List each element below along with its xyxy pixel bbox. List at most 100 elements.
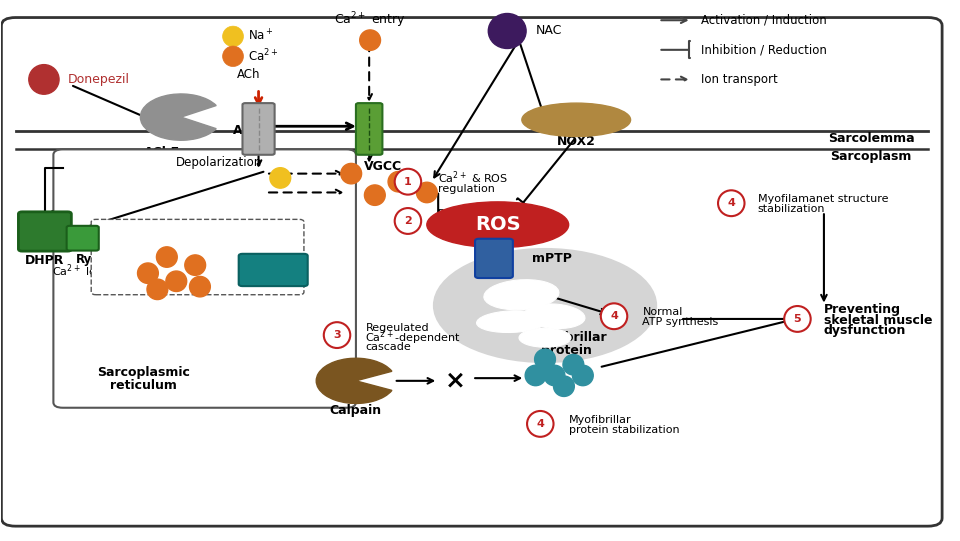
- Text: Myofilamanet structure: Myofilamanet structure: [757, 194, 888, 204]
- Text: crosstalk: crosstalk: [438, 228, 488, 239]
- Ellipse shape: [524, 304, 585, 328]
- FancyBboxPatch shape: [18, 212, 71, 251]
- Ellipse shape: [365, 185, 385, 206]
- Text: 4: 4: [728, 198, 735, 208]
- Ellipse shape: [601, 304, 627, 329]
- Text: ×: ×: [444, 369, 466, 393]
- Text: Donepezil: Donepezil: [67, 73, 130, 86]
- Text: AChR: AChR: [233, 124, 271, 137]
- Text: Ca$^{2+}$ clearance ↑: Ca$^{2+}$ clearance ↑: [108, 226, 207, 242]
- Wedge shape: [316, 358, 392, 404]
- Text: 5: 5: [794, 314, 802, 324]
- Ellipse shape: [563, 354, 584, 375]
- Ellipse shape: [223, 46, 244, 67]
- Wedge shape: [140, 94, 216, 140]
- Ellipse shape: [718, 190, 745, 216]
- Text: reticulum: reticulum: [109, 379, 177, 392]
- FancyBboxPatch shape: [356, 103, 382, 155]
- Ellipse shape: [527, 411, 554, 437]
- FancyBboxPatch shape: [243, 103, 275, 155]
- Text: Sarcoplasmic: Sarcoplasmic: [97, 366, 190, 379]
- Ellipse shape: [476, 311, 547, 333]
- Text: Ca$^{2+}$ & ROS: Ca$^{2+}$ & ROS: [438, 170, 509, 186]
- FancyBboxPatch shape: [239, 254, 308, 286]
- Ellipse shape: [185, 255, 205, 275]
- Ellipse shape: [489, 14, 526, 49]
- FancyBboxPatch shape: [475, 239, 513, 278]
- Text: regulation: regulation: [438, 184, 495, 194]
- Ellipse shape: [137, 263, 158, 283]
- Ellipse shape: [427, 202, 568, 248]
- Text: Inhibition / Reduction: Inhibition / Reduction: [701, 43, 827, 56]
- Ellipse shape: [166, 271, 186, 292]
- Text: Myofibrillar: Myofibrillar: [568, 415, 632, 425]
- Text: 2: 2: [404, 216, 412, 226]
- Text: skeletal muscle: skeletal muscle: [824, 314, 932, 327]
- Ellipse shape: [324, 322, 350, 348]
- Text: 4: 4: [611, 311, 618, 321]
- Text: ROS: ROS: [475, 215, 520, 234]
- Ellipse shape: [417, 182, 437, 203]
- Ellipse shape: [360, 30, 380, 50]
- Ellipse shape: [395, 208, 421, 234]
- Text: Sarcoplasm: Sarcoplasm: [830, 150, 912, 163]
- Ellipse shape: [29, 64, 60, 94]
- Text: cascade: cascade: [366, 342, 411, 353]
- Ellipse shape: [156, 247, 178, 267]
- Ellipse shape: [434, 249, 656, 362]
- Ellipse shape: [395, 169, 421, 195]
- Ellipse shape: [189, 276, 210, 297]
- Text: Sarcolemma: Sarcolemma: [828, 132, 915, 145]
- Text: 4: 4: [537, 419, 544, 429]
- FancyBboxPatch shape: [91, 219, 304, 295]
- Text: Myofibrillar: Myofibrillar: [526, 331, 607, 344]
- Ellipse shape: [223, 26, 244, 47]
- Text: Na$^+$: Na$^+$: [248, 29, 274, 44]
- Ellipse shape: [484, 280, 559, 310]
- Text: mPTP: mPTP: [532, 252, 571, 265]
- Text: Regeulated: Regeulated: [366, 323, 429, 333]
- Text: Preventing: Preventing: [824, 303, 900, 316]
- Text: 3: 3: [333, 330, 341, 340]
- Text: Calpain: Calpain: [330, 404, 382, 417]
- Text: Ca$^{2+}$-ROS: Ca$^{2+}$-ROS: [438, 215, 496, 232]
- Text: ATP synthesis: ATP synthesis: [642, 317, 719, 327]
- Text: Regulated: Regulated: [438, 209, 495, 219]
- FancyBboxPatch shape: [1, 17, 942, 526]
- Ellipse shape: [341, 163, 362, 184]
- Text: stabilization: stabilization: [757, 204, 826, 214]
- Text: Ca$^{2+}$: Ca$^{2+}$: [248, 48, 278, 64]
- Text: Normal: Normal: [642, 307, 683, 318]
- Text: protein stabilization: protein stabilization: [568, 425, 680, 435]
- Text: Ca$^{2+}$ leakage ↓: Ca$^{2+}$ leakage ↓: [52, 262, 142, 281]
- Ellipse shape: [522, 103, 631, 136]
- FancyBboxPatch shape: [54, 149, 356, 408]
- Ellipse shape: [554, 376, 574, 397]
- Text: Activation / Induction: Activation / Induction: [701, 14, 827, 27]
- Text: VGCC: VGCC: [364, 160, 402, 173]
- Text: Depolarization: Depolarization: [176, 156, 262, 169]
- Text: Ca$^{2+}$ entry: Ca$^{2+}$ entry: [334, 10, 406, 30]
- Ellipse shape: [784, 306, 810, 332]
- Text: SERCA: SERCA: [252, 263, 295, 276]
- Text: 1: 1: [404, 177, 412, 187]
- Ellipse shape: [535, 349, 556, 370]
- FancyBboxPatch shape: [66, 226, 99, 250]
- Text: AChE: AChE: [144, 146, 180, 159]
- Text: DHPR: DHPR: [25, 254, 64, 267]
- Text: Ion transport: Ion transport: [701, 73, 778, 86]
- Text: NOX2: NOX2: [557, 135, 595, 148]
- Text: RyR1: RyR1: [76, 253, 108, 266]
- Text: ACh: ACh: [237, 68, 261, 81]
- Ellipse shape: [544, 365, 564, 386]
- Ellipse shape: [572, 365, 593, 386]
- Text: NAC: NAC: [536, 24, 562, 37]
- Ellipse shape: [525, 365, 546, 386]
- Text: protein: protein: [541, 344, 592, 357]
- Ellipse shape: [388, 171, 409, 192]
- Text: Ca$^{2+}$-dependent: Ca$^{2+}$-dependent: [366, 328, 461, 347]
- Ellipse shape: [147, 279, 168, 300]
- Ellipse shape: [519, 328, 571, 347]
- Ellipse shape: [270, 168, 291, 188]
- Text: dysfunction: dysfunction: [824, 324, 906, 337]
